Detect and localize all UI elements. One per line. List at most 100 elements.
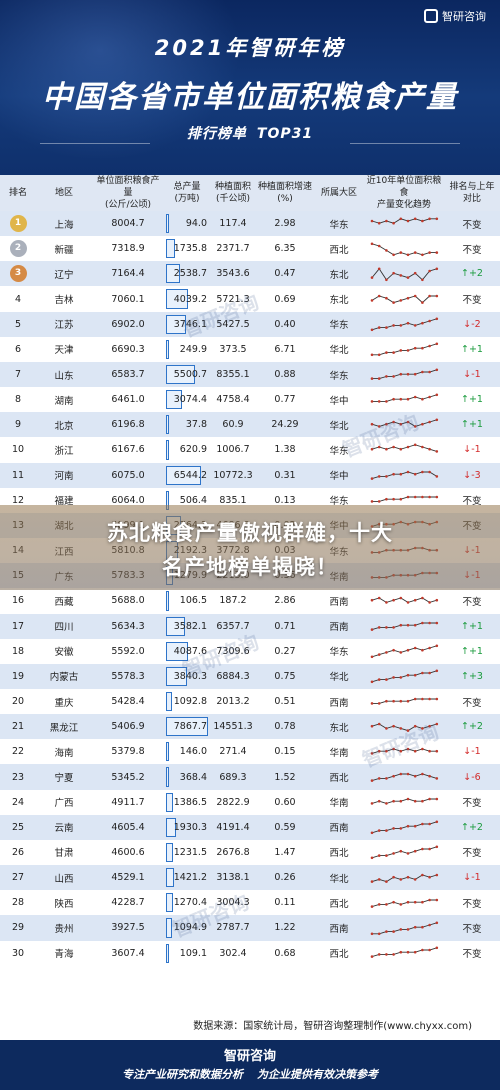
trend-line <box>371 217 437 224</box>
total-cell: 249.9 <box>164 336 210 362</box>
trend-point <box>385 447 388 451</box>
trend-point <box>428 672 431 675</box>
table-row: 10 浙江 6167.6 620.9 1006.7 1.38 华东 ↓-1 <box>0 437 500 463</box>
medal-icon: 3 <box>9 265 27 283</box>
table-row: 23 宁夏 5345.2 368.4 689.3 1.52 西北 ↓-6 <box>0 764 500 790</box>
trend-point <box>421 726 424 730</box>
trend-point <box>435 644 439 648</box>
trend-point <box>421 422 424 426</box>
total-bar <box>166 415 169 435</box>
trend-point <box>392 930 395 933</box>
headline-line-1: 苏北粮食产量傲视群雄，十大 <box>107 521 393 545</box>
trend-point <box>428 621 431 625</box>
trend-point <box>421 370 424 373</box>
rank-change-cell: ↑+1 <box>444 613 500 639</box>
zone-cell: 华北 <box>314 663 364 689</box>
trend-point <box>399 623 403 627</box>
total-bar <box>166 314 186 334</box>
trend-point <box>370 701 374 705</box>
trend-cell <box>364 764 444 790</box>
zone-cell: 华中 <box>314 462 364 488</box>
trend-point <box>406 420 410 424</box>
growth-cell: 2.98 <box>256 211 314 237</box>
rank-cell: 27 <box>0 865 36 891</box>
trend-point <box>421 301 424 304</box>
table-header-row: 排名 地区 单位面积粮食产量 (公斤/公顷) 总产量 (万吨) 种植面积 (千公顷) 种植面积增… <box>0 175 500 211</box>
trend-point <box>413 495 417 499</box>
trend-point <box>428 948 431 952</box>
rank-change-cell: ↑+1 <box>444 387 500 413</box>
trend-point <box>399 273 403 277</box>
table-row: 11 河南 6075.0 6544.2 10772.3 0.31 华中 ↓-3 <box>0 462 500 488</box>
trend-sparkline <box>370 294 439 304</box>
trend-point <box>413 598 417 602</box>
trend-point <box>435 475 439 478</box>
trend-point <box>377 653 381 657</box>
trend-point <box>392 953 395 956</box>
trend-cell <box>364 789 444 815</box>
yield-cell: 6583.7 <box>92 361 164 388</box>
rank-cell: 3 <box>0 261 36 287</box>
trend-point <box>377 626 381 629</box>
trend-point <box>428 749 431 753</box>
trend-point <box>406 253 410 256</box>
trend-sparkline <box>370 644 439 659</box>
trend-line <box>372 698 437 704</box>
zone-cell: 东北 <box>314 714 364 740</box>
rank-cell: 24 <box>0 789 36 815</box>
column-header: 近10年单位面积粮食 产量变化趋势 <box>364 175 444 211</box>
trend-point <box>421 470 424 474</box>
trend-point <box>435 598 439 602</box>
trend-point <box>377 722 381 726</box>
region-cell: 甘肃 <box>36 839 92 866</box>
trend-point <box>370 724 374 728</box>
trend-sparkline <box>370 772 439 782</box>
deco-line-right <box>350 143 460 144</box>
trend-point <box>392 900 395 904</box>
trend-point <box>377 854 381 858</box>
rank-cell: 19 <box>0 663 36 689</box>
trend-point <box>428 898 431 902</box>
total-value: 1735.8 <box>173 243 207 255</box>
total-value: 2538.7 <box>173 268 207 280</box>
trend-point <box>413 372 417 376</box>
trend-sparkline <box>370 242 439 256</box>
trend-line <box>371 318 437 331</box>
table-row: 28 陕西 4228.7 1270.4 3004.3 0.11 西北 不变 <box>0 890 500 916</box>
zone-cell: 华东 <box>314 638 364 664</box>
total-bar <box>166 264 180 284</box>
total-value: 146.0 <box>179 746 207 758</box>
trend-sparkline <box>370 342 439 357</box>
trend-point <box>406 322 410 325</box>
yield-cell: 4228.7 <box>92 890 164 916</box>
total-bar <box>166 792 174 812</box>
growth-cell: 1.38 <box>256 437 314 463</box>
trend-point <box>370 655 374 659</box>
trend-point <box>428 646 431 650</box>
trend-point <box>435 697 439 700</box>
trend-point <box>421 347 424 350</box>
trend-point <box>435 898 439 902</box>
trend-point <box>421 278 424 281</box>
trend-line <box>371 773 437 782</box>
region-cell: 北京 <box>36 412 92 438</box>
trend-point <box>406 649 410 652</box>
footer-brand: 智研咨询 <box>223 1049 276 1064</box>
total-value: 1386.5 <box>173 796 207 808</box>
medal-icon: 2 <box>9 240 27 258</box>
total-cell: 146.0 <box>164 739 210 765</box>
region-cell: 吉林 <box>36 286 92 312</box>
rank-cell: 17 <box>0 613 36 639</box>
trend-point <box>435 368 439 371</box>
rank-change-cell: 不变 <box>444 890 500 916</box>
total-value: 4039.2 <box>173 293 207 305</box>
growth-cell: 0.71 <box>256 613 314 639</box>
trend-point <box>377 596 381 600</box>
trend-line <box>371 419 437 427</box>
total-bar <box>166 339 169 359</box>
trend-point <box>435 797 439 801</box>
total-cell: 5500.7 <box>164 361 210 388</box>
trend-line <box>371 243 437 256</box>
trend-point <box>377 294 381 298</box>
rank-cell: 26 <box>0 839 36 866</box>
